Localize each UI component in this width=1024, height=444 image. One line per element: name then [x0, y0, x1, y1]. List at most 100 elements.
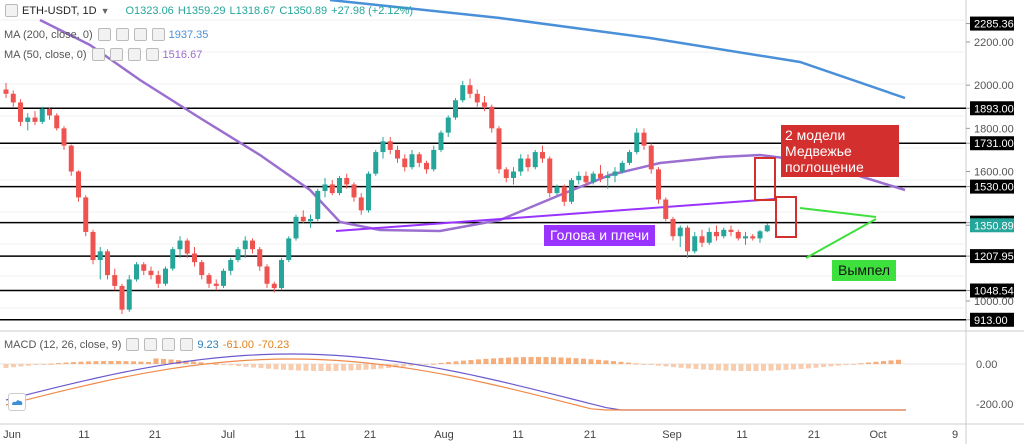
candle-body — [706, 231, 712, 243]
macd-histogram-bar — [888, 360, 894, 364]
candle-body — [329, 184, 335, 194]
time-tick-label: Jul — [221, 429, 235, 441]
candle-body — [648, 145, 654, 170]
ma200-legend[interactable]: MA (200, close, 0) 1937.35 — [4, 28, 208, 41]
price-tag-bg — [970, 16, 1014, 31]
candle-body — [721, 229, 727, 237]
macd-legend[interactable]: MACD (12, 26, close, 9) 9.23 -61.00 -70.… — [4, 338, 289, 351]
more-icon[interactable] — [180, 338, 194, 351]
price-tag-bg — [970, 136, 1014, 151]
ma200-line — [329, 0, 906, 100]
settings-icon[interactable] — [115, 28, 129, 41]
macd-histogram-bar — [56, 363, 61, 365]
candle-body — [634, 132, 640, 153]
macd-histogram-bar — [101, 361, 106, 364]
candle-body — [206, 275, 212, 284]
macd-histogram-bar — [348, 364, 354, 371]
macd-histogram-bar — [453, 361, 459, 364]
macd-histogram-bar — [768, 364, 774, 371]
high-value: H1359.29 — [177, 4, 226, 17]
close-icon[interactable] — [162, 338, 176, 351]
candle-body — [170, 249, 176, 269]
candle-body — [366, 173, 371, 211]
time-tick-label: 9 — [952, 429, 958, 441]
candle-body — [112, 275, 118, 286]
candle-body — [177, 240, 183, 250]
macd-histogram-bar — [401, 364, 406, 367]
candle-body — [322, 184, 328, 191]
candle-body — [97, 251, 103, 260]
candle-body — [627, 152, 632, 163]
price-tick-label: 2285.36 — [974, 19, 1014, 31]
time-tick-label: 21 — [149, 429, 161, 441]
macd-histogram-bar — [543, 357, 549, 364]
macd-histogram-bar — [686, 364, 691, 369]
time-tick-label: 11 — [78, 429, 89, 441]
close-icon[interactable] — [133, 28, 147, 41]
price-tick-label: 913.00 — [974, 315, 1008, 327]
dropdown-chevron-icon[interactable]: ▼ — [100, 5, 110, 16]
time-tick-label: 11 — [512, 429, 523, 441]
cloud-icon — [12, 400, 23, 405]
candle-body — [25, 117, 31, 122]
more-icon[interactable] — [151, 28, 165, 41]
macd-histogram-bar — [663, 364, 669, 367]
macd-histogram-bar — [393, 364, 399, 368]
price-tick-label: 1350.89 — [974, 220, 1014, 232]
price-tick-label: 1048.54 — [974, 286, 1014, 298]
chart-logo-button[interactable] — [8, 393, 26, 411]
macd-histogram-bar — [123, 361, 129, 364]
candle-body — [134, 264, 139, 280]
candle-body — [286, 238, 292, 260]
pennant-line-bottom — [805, 218, 877, 259]
macd-histogram-bar — [896, 359, 901, 364]
macd-histogram-bar — [131, 361, 136, 364]
settings-icon[interactable] — [144, 338, 158, 351]
macd-histogram-bar — [116, 361, 121, 364]
candle-body — [155, 275, 161, 284]
macd-histogram-bar — [776, 364, 781, 371]
macd-histogram-bar — [521, 357, 526, 364]
candle-body — [199, 262, 205, 276]
price-tag-bg — [970, 283, 1014, 298]
macd-histogram-bar — [851, 364, 856, 365]
time-tick-label: 21 — [808, 429, 820, 441]
macd-histogram-bar — [438, 362, 444, 364]
candle-body — [387, 141, 393, 150]
settings-icon[interactable] — [109, 48, 123, 61]
macd-histogram-bar — [11, 364, 16, 368]
macd-histogram-bar — [731, 364, 736, 371]
visibility-icon[interactable] — [126, 338, 140, 351]
price-tick-label: 1000.00 — [974, 296, 1014, 308]
candle-body — [47, 108, 52, 116]
candle-body — [264, 266, 270, 284]
macd-histogram-bar — [866, 362, 871, 364]
close-icon[interactable] — [127, 48, 141, 61]
symbol-label: ETH-USDT, 1D — [22, 4, 97, 17]
macd-histogram-bar — [168, 359, 174, 364]
candle-body — [590, 173, 596, 183]
candle-body — [228, 259, 234, 271]
more-icon[interactable] — [145, 48, 159, 61]
visibility-icon[interactable] — [91, 48, 105, 61]
price-tick-label: 2000.00 — [974, 80, 1014, 92]
price-tag-bg — [970, 179, 1014, 194]
collapse-icon[interactable] — [5, 4, 18, 17]
candle-body — [213, 283, 219, 286]
macd-histogram-bar — [93, 361, 99, 364]
candle-body — [583, 175, 589, 183]
macd-histogram-bar — [573, 358, 579, 364]
candle-body — [554, 186, 560, 194]
candle-body — [503, 169, 509, 178]
visibility-icon[interactable] — [97, 28, 111, 41]
candle-body — [235, 249, 241, 260]
macd-histogram-bar — [678, 364, 684, 368]
macd-histogram-bar — [693, 364, 699, 370]
macd-histogram-bar — [738, 364, 744, 371]
candle-body — [18, 102, 23, 122]
ma50-legend[interactable]: MA (50, close, 0) 1516.67 — [4, 48, 202, 61]
macd-histogram-bar — [558, 357, 564, 364]
macd-histogram-bar — [288, 364, 294, 371]
